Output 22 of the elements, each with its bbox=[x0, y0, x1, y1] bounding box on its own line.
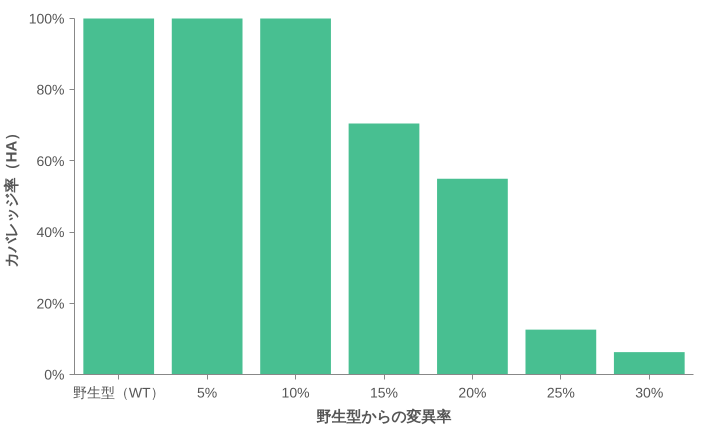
bar bbox=[348, 124, 420, 374]
y-tick-label: 100% bbox=[28, 10, 65, 26]
y-axis-title: カバレッジ率（HA） bbox=[2, 126, 21, 268]
bar bbox=[83, 18, 154, 374]
x-axis-title: 野生型からの変異率 bbox=[316, 408, 452, 426]
bar bbox=[614, 352, 685, 374]
bar bbox=[525, 330, 596, 374]
bar bbox=[437, 178, 508, 374]
x-tick-label: 5% bbox=[197, 384, 218, 400]
y-tick-label: 80% bbox=[36, 82, 65, 98]
bar bbox=[260, 18, 331, 374]
y-tick-label: 60% bbox=[36, 152, 65, 169]
x-tick-label: 野生型（WT） bbox=[72, 384, 165, 400]
x-tick-label: 15% bbox=[370, 384, 398, 400]
x-tick-label: 10% bbox=[282, 384, 310, 400]
y-tick-label: 40% bbox=[36, 224, 65, 240]
x-tick-label: 20% bbox=[458, 384, 486, 400]
x-tick-label: 30% bbox=[635, 384, 664, 400]
y-tick-label: 20% bbox=[36, 295, 65, 312]
x-tick-label: 25% bbox=[546, 384, 575, 400]
y-tick-label: 0% bbox=[44, 366, 64, 382]
bar bbox=[172, 18, 243, 374]
